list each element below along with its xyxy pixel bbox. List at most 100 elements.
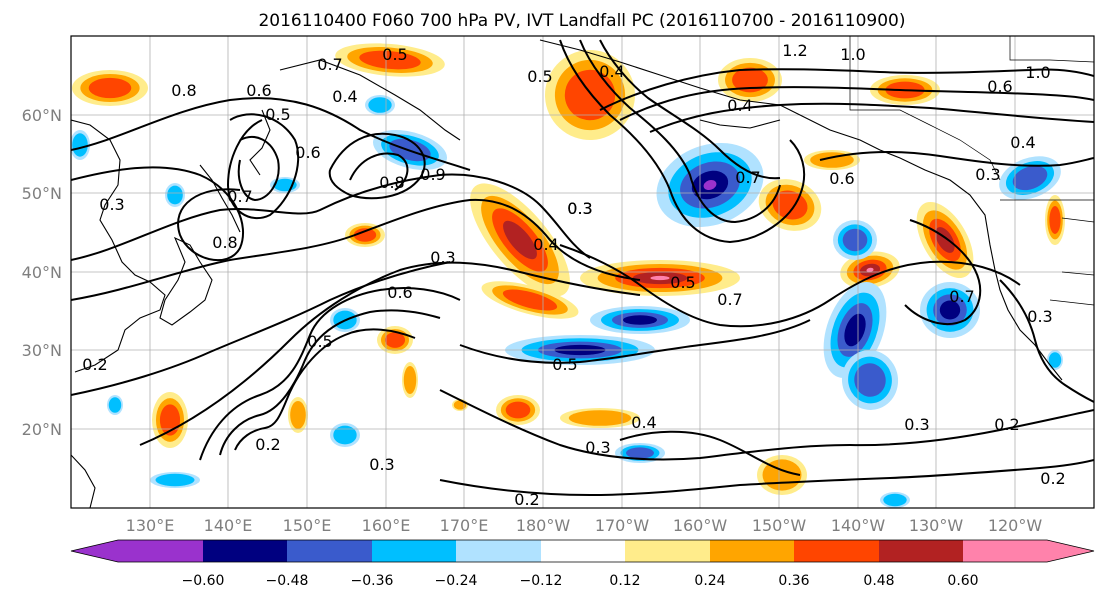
pv-anomaly-area bbox=[939, 300, 961, 320]
contour-label: 0.5 bbox=[527, 67, 552, 86]
colorbar-swatch-neg-024 bbox=[372, 540, 456, 562]
contour-label: 0.3 bbox=[567, 199, 592, 218]
contour-label: 0.6 bbox=[295, 143, 320, 162]
pv-anomaly-area bbox=[88, 77, 132, 99]
contour-label: 0.8 bbox=[379, 173, 404, 192]
lat-label-20n: 20°N bbox=[22, 420, 62, 439]
contour-label: 0.8 bbox=[212, 233, 237, 252]
contour-label: 1.2 bbox=[782, 41, 807, 60]
colorbar-swatch-pos-048 bbox=[879, 540, 963, 562]
pv-anomaly-area bbox=[167, 185, 183, 205]
pv-anomaly-area bbox=[844, 313, 866, 347]
pv-anomaly-area bbox=[1012, 165, 1048, 191]
lon-label-180w: 180°W bbox=[516, 516, 571, 535]
colorbar-swatch-neg-036 bbox=[287, 540, 372, 562]
colorbar-tick-label: −0.24 bbox=[435, 573, 478, 589]
lon-label-130w: 130°W bbox=[909, 516, 964, 535]
colorbar-swatch-neg-060 bbox=[118, 540, 203, 562]
lon-label-150e: 150°E bbox=[283, 516, 332, 535]
borders bbox=[849, 36, 1094, 306]
contour-label: 0.3 bbox=[369, 455, 394, 474]
pv-anomaly-area bbox=[453, 400, 467, 410]
pv-anomaly-area bbox=[568, 410, 632, 426]
colorbar-swatch-pos-024 bbox=[710, 540, 794, 562]
contour-label: 0.7 bbox=[317, 55, 342, 74]
colorbar-tick-label: −0.60 bbox=[182, 573, 225, 589]
colorbar-tick-label: −0.12 bbox=[520, 573, 563, 589]
figure-title: 2016110400 F060 700 hPa PV, IVT Landfall… bbox=[258, 11, 905, 31]
contour-label: 0.4 bbox=[599, 62, 624, 81]
contour-label: 0.5 bbox=[670, 273, 695, 292]
pv-anomaly-area bbox=[155, 473, 195, 487]
contour-label: 0.3 bbox=[585, 438, 610, 457]
pv-anomaly-area bbox=[108, 397, 122, 413]
map-panel: 0.8 0.6 0.5 0.7 0.4 0.5 0.6 0.7 0.8 0.9 1.2 1.0 1.0 0… bbox=[70, 35, 1095, 509]
contour-label: 0.2 bbox=[514, 490, 539, 509]
contour-label: 0.6 bbox=[829, 169, 854, 188]
contour-label: 0.4 bbox=[631, 413, 656, 432]
lat-label-60n: 60°N bbox=[22, 106, 62, 125]
colorbar-tick-label: −0.48 bbox=[266, 573, 309, 589]
pv-anomaly-area bbox=[502, 289, 558, 311]
pv-anomaly-area bbox=[353, 228, 377, 242]
contour-label: 0.2 bbox=[1040, 469, 1065, 488]
pv-anomaly-area bbox=[403, 365, 417, 395]
lon-label-170w: 170°W bbox=[595, 516, 650, 535]
pv-anomaly-area bbox=[623, 315, 657, 325]
contour-label: 0.3 bbox=[1027, 307, 1052, 326]
lon-label-170e: 170°E bbox=[440, 516, 489, 535]
contour-label: 0.5 bbox=[265, 105, 290, 124]
contour-label: 0.7 bbox=[717, 290, 742, 309]
lon-label-130e: 130°E bbox=[126, 516, 175, 535]
pv-anomaly-area bbox=[503, 220, 537, 260]
pv-anomaly-area bbox=[703, 179, 717, 191]
contour-label: 0.4 bbox=[727, 96, 752, 115]
colorbar-extend-min bbox=[71, 540, 118, 562]
lon-label-140w: 140°W bbox=[831, 516, 886, 535]
contour-label: 0.6 bbox=[246, 81, 271, 100]
contour-label: 0.3 bbox=[567, 199, 592, 218]
lat-label-30n: 30°N bbox=[22, 341, 62, 360]
contour-label: 0.7 bbox=[735, 168, 760, 187]
colorbar-swatch-neg-048 bbox=[203, 540, 287, 562]
colorbar-tick-label: 0.24 bbox=[694, 573, 725, 589]
pv-shading bbox=[71, 43, 1065, 508]
colorbar-swatch-pos-036 bbox=[794, 540, 879, 562]
latitude-labels: 60°N 50°N 40°N 30°N 20°N bbox=[22, 106, 62, 439]
colorbar-swatch-pos-012 bbox=[625, 540, 710, 562]
contour-label: 0.3 bbox=[99, 195, 124, 214]
pv-anomaly-area bbox=[883, 493, 907, 507]
pv-anomaly-area bbox=[505, 401, 531, 419]
lat-label-40n: 40°N bbox=[22, 263, 62, 282]
pv-anomaly-area bbox=[650, 275, 670, 281]
pv-anomaly-area bbox=[72, 133, 88, 157]
graticule bbox=[71, 36, 1094, 508]
lon-label-140e: 140°E bbox=[204, 516, 253, 535]
pv-anomaly-area bbox=[866, 267, 874, 273]
contour-label: 0.4 bbox=[332, 87, 357, 106]
contour-label: 0.8 bbox=[171, 81, 196, 100]
pv-anomaly-area bbox=[333, 425, 357, 445]
pv-contours bbox=[71, 39, 1094, 497]
colorbar-swatch-neg-012 bbox=[456, 540, 541, 562]
pv-anomaly-area bbox=[1048, 352, 1062, 368]
contour-label: 0.6 bbox=[987, 77, 1012, 96]
pv-anomaly-area bbox=[290, 400, 306, 430]
contour-label: 0.3 bbox=[975, 165, 1000, 184]
colorbar: −0.60 −0.48 −0.36 −0.24 −0.12 0.12 0.24 … bbox=[70, 539, 1095, 589]
contour-label: 0.5 bbox=[307, 332, 332, 351]
contour-label: 1.0 bbox=[1025, 63, 1050, 82]
colorbar-tick-label: 0.48 bbox=[863, 573, 894, 589]
contour-label: 0.9 bbox=[420, 165, 445, 184]
colorbar-swatch-zero bbox=[541, 540, 625, 562]
colorbar-tick-label: 0.60 bbox=[947, 573, 978, 589]
contour-label: 0.4 bbox=[533, 235, 558, 254]
coastlines bbox=[71, 39, 1063, 508]
pv-anomaly-area bbox=[842, 228, 868, 252]
lat-label-50n: 50°N bbox=[22, 184, 62, 203]
contour-label: 0.2 bbox=[82, 355, 107, 374]
colorbar-tick-label: 0.12 bbox=[609, 573, 640, 589]
contour-label: 0.3 bbox=[430, 248, 455, 267]
contour-label: 0.4 bbox=[1010, 133, 1035, 152]
